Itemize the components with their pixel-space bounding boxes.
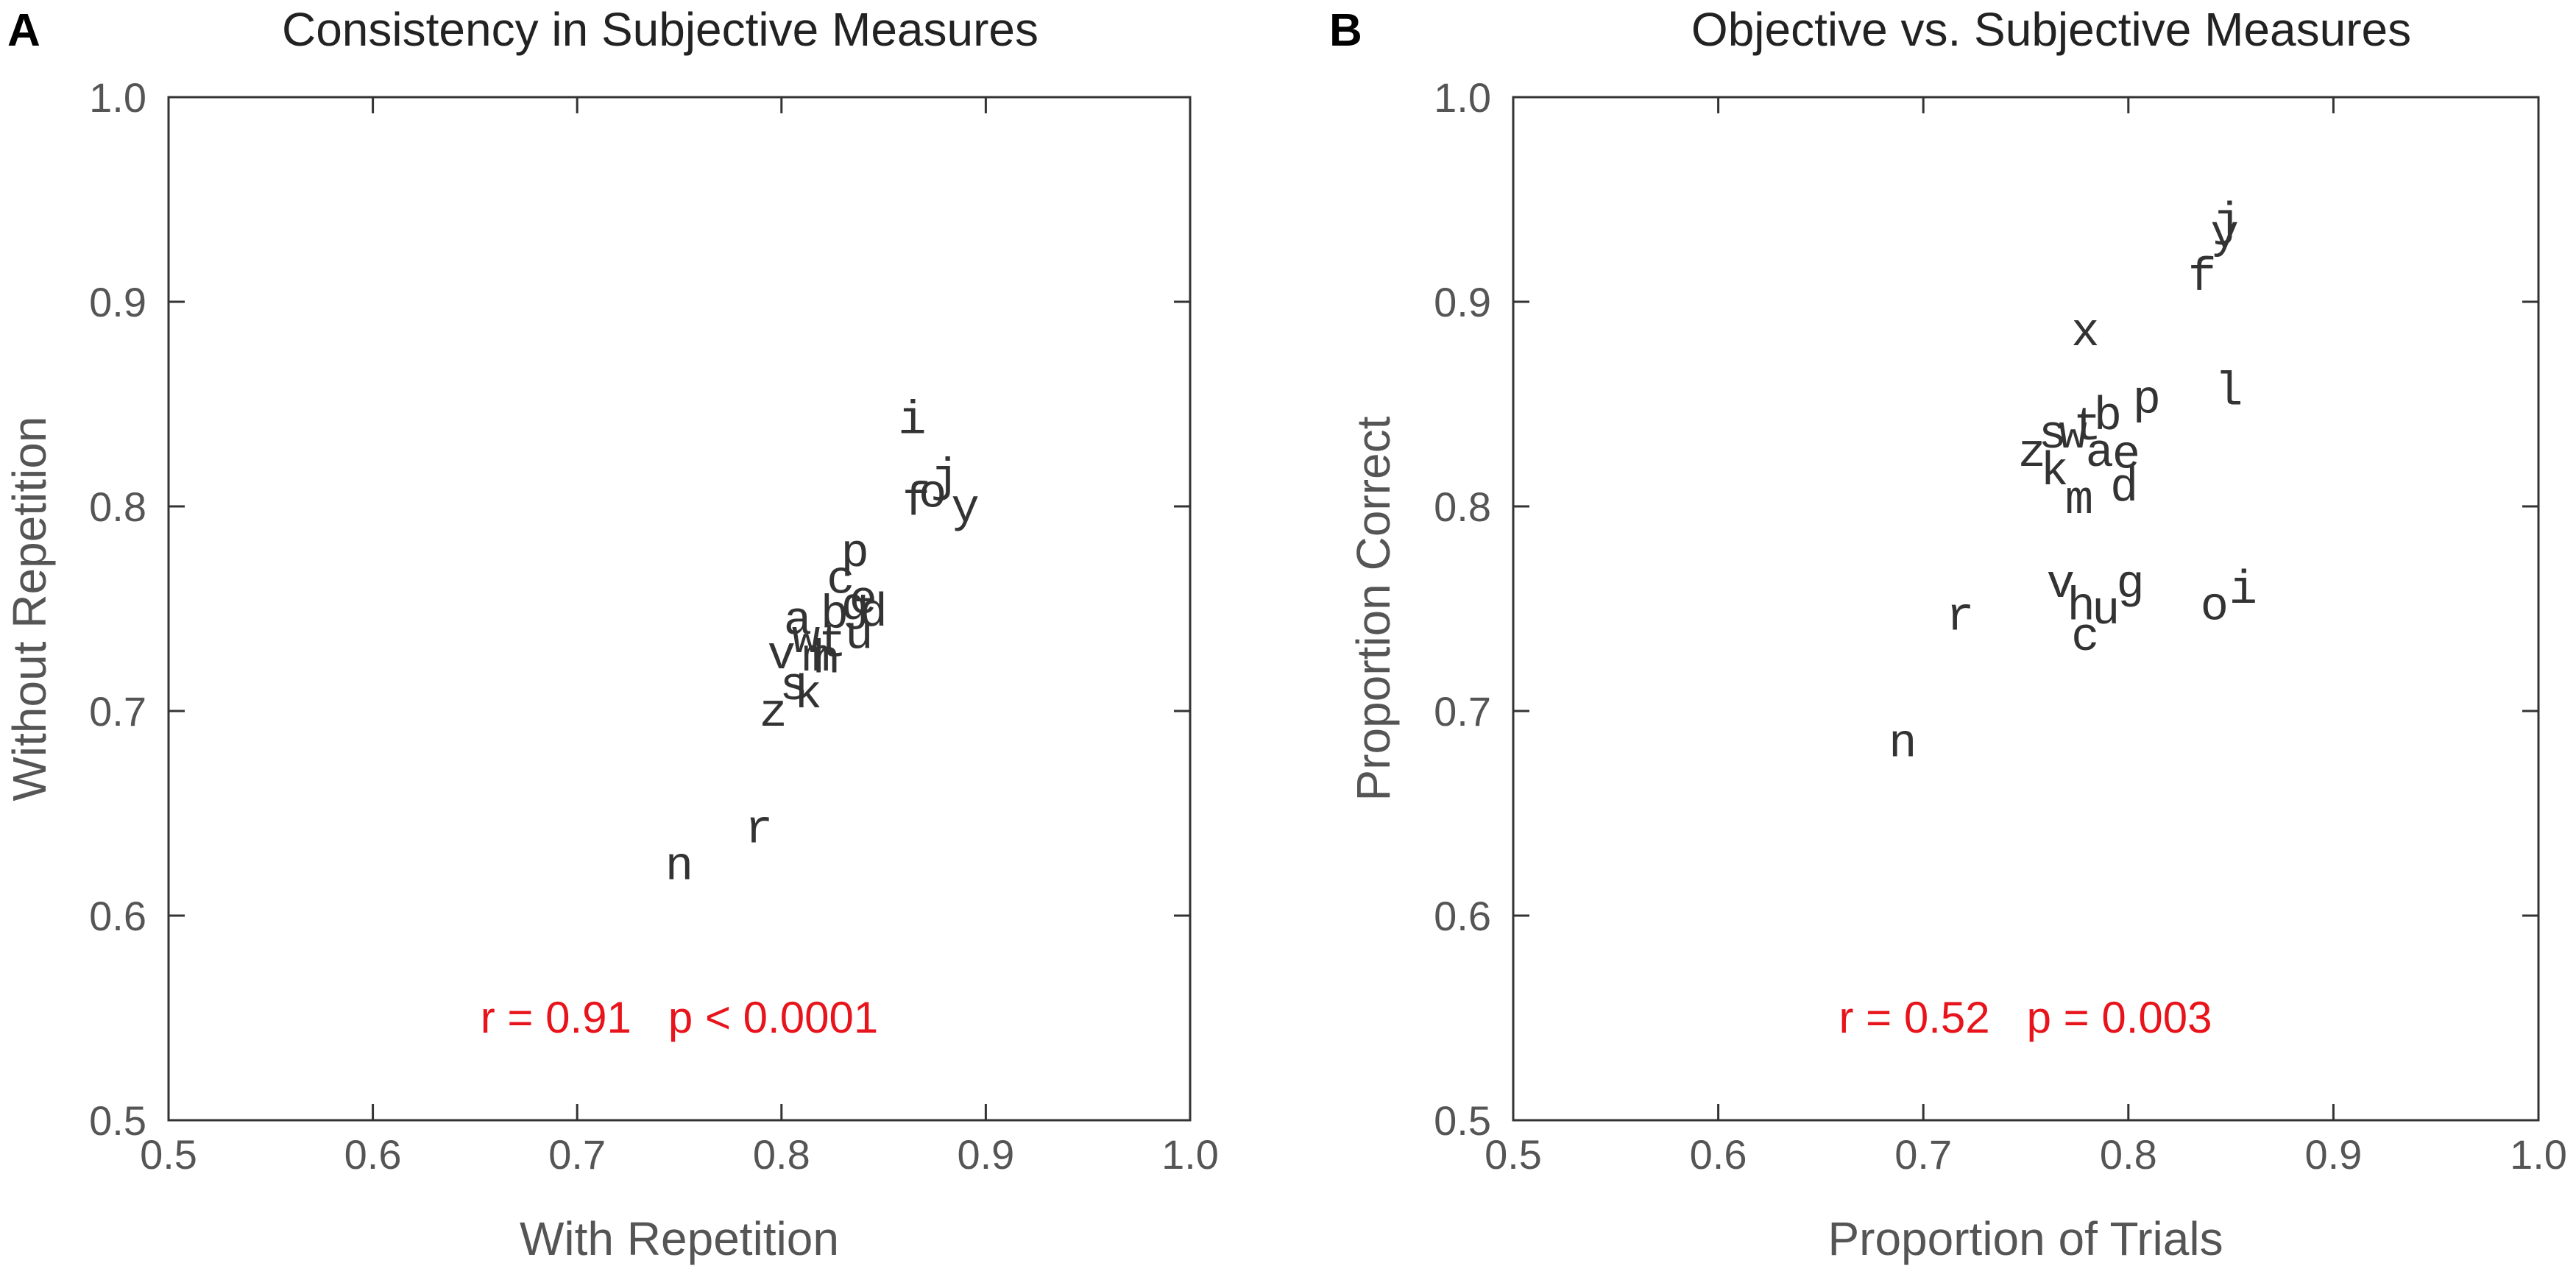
panel-b-y-axis-label: Proportion Correct <box>1347 416 1400 801</box>
panel-b-point-p: p <box>2133 375 2161 428</box>
panel-a-letter: A <box>7 5 40 56</box>
panel-a-point-n: n <box>665 841 693 894</box>
panel-b-point-v: v <box>2047 559 2075 612</box>
panel-b-x-axis-label: Proportion of Trials <box>1827 1212 2223 1265</box>
panel-b-y-tick-label: 0.5 <box>1434 1097 1491 1144</box>
panel-a-point-c: c <box>827 554 854 607</box>
panel-a-point-a: a <box>784 595 812 648</box>
panel-a-ticks <box>167 96 1192 1122</box>
panel-b-point-k: k <box>2040 446 2068 499</box>
panel-b-x-tick-label: 0.8 <box>2100 1131 2157 1178</box>
panel-b-point-s: s <box>2039 409 2067 462</box>
panel-a-point-g: g <box>841 581 869 634</box>
panel-a-x-tick-label: 0.8 <box>753 1131 810 1178</box>
panel-b-point-c: c <box>2071 612 2099 665</box>
panel-a-point-j: j <box>931 452 959 505</box>
panel-a-point-y: y <box>951 483 979 536</box>
panel-a-x-tick-label: 1.0 <box>1161 1131 1219 1178</box>
panel-b-x-tick-label: 1.0 <box>2510 1131 2567 1178</box>
panel-b-point-b: b <box>2094 391 2122 444</box>
panel-a-y-tick-label: 0.9 <box>89 279 146 325</box>
panel-b-point-l: l <box>2215 367 2243 420</box>
panel-b-point-y: y <box>2211 208 2239 261</box>
panel-a-point-u: u <box>845 609 873 662</box>
panel-a-x-tick-label: 0.9 <box>957 1131 1014 1178</box>
panel-b-point-r: r <box>1946 591 1974 644</box>
panel-b-y-tick-label: 0.6 <box>1434 893 1491 939</box>
panel-b-point-d: d <box>2110 462 2138 515</box>
panel-a-point-b: b <box>821 590 849 643</box>
panel-b-y-tick-label: 0.7 <box>1434 688 1491 735</box>
panel-b-y-tick-label: 1.0 <box>1434 74 1491 121</box>
panel-a-point-d: d <box>860 587 888 640</box>
panel-a-point-w: w <box>792 614 820 667</box>
panel-a-point-z: z <box>759 687 787 740</box>
panel-b-point-i: i <box>2229 565 2257 618</box>
panel-a-correlation-annotation: r = 0.91 p < 0.0001 <box>481 993 878 1042</box>
panel-b-point-e: e <box>2112 430 2140 483</box>
panel-a-y-tick-label: 0.6 <box>89 893 146 939</box>
panel-b-point-n: n <box>1889 718 1917 771</box>
panel-b-point-o: o <box>2201 581 2229 634</box>
panel-a-y-tick-label: 1.0 <box>89 74 146 121</box>
panel-b-ticks <box>1512 96 2540 1122</box>
panel-a-y-tick-label: 0.8 <box>89 484 146 530</box>
panel-b-title: Objective vs. Subjective Measures <box>1691 3 2411 56</box>
panel-a-point-h: h <box>813 634 841 687</box>
panel-b-correlation-annotation: r = 0.52 p = 0.003 <box>1839 993 2212 1042</box>
panel-a-y-axis-label: Without Repetition <box>3 417 56 802</box>
panel-b-point-f: f <box>2188 252 2216 305</box>
panel-a-x-axis-label: With Repetition <box>520 1212 839 1265</box>
panel-b-point-h: h <box>2067 581 2095 634</box>
panel-a-point-i: i <box>898 395 926 448</box>
panel-b-point-m: m <box>2065 475 2093 528</box>
panel-a-x-tick-label: 0.7 <box>548 1131 606 1178</box>
panel-b-point-g: g <box>2116 559 2144 612</box>
panel-b-y-tick-labels: 0.5 0.6 0.7 0.8 0.9 1.0 <box>1434 74 1491 1144</box>
panel-b-point-z: z <box>2018 428 2046 481</box>
panel-a-point-e: e <box>849 575 877 628</box>
panel-b-plot-frame <box>1512 96 2540 1122</box>
panel-b-point-a: a <box>2086 428 2114 481</box>
panel-b-point-u: u <box>2092 585 2120 638</box>
panel-b-point-j: j <box>2212 197 2240 250</box>
panel-a-point-v: v <box>768 630 796 683</box>
panel-a-y-tick-label: 0.7 <box>89 688 146 735</box>
panel-a-y-tick-labels: 0.5 0.6 0.7 0.8 0.9 1.0 <box>89 74 146 1144</box>
panel-a-point-f: f <box>902 477 930 530</box>
panel-b-x-tick-label: 0.5 <box>1485 1131 1542 1178</box>
panel-a-title: Consistency in Subjective Measures <box>282 3 1038 56</box>
panel-a-x-tick-label: 0.6 <box>344 1131 402 1178</box>
panel-a-y-tick-label: 0.5 <box>89 1097 146 1144</box>
panel-b-x-tick-labels: 0.5 0.6 0.7 0.8 0.9 1.0 <box>1485 1131 2567 1178</box>
panel-a-point-m: m <box>802 632 830 685</box>
panel-a-point-p: p <box>841 528 869 581</box>
panel-a-point-r: r <box>745 804 773 857</box>
panel-a-point-t: t <box>818 618 846 671</box>
panel-a-x-tick-labels: 0.5 0.6 0.7 0.8 0.9 1.0 <box>140 1131 1219 1178</box>
panel-a: A Consistency in Subjective Measures 0.5… <box>3 3 1219 1265</box>
panel-a-point-k: k <box>794 669 822 722</box>
panel-a-x-tick-label: 0.5 <box>140 1131 197 1178</box>
panel-b-y-tick-label: 0.8 <box>1434 484 1491 530</box>
panel-b-letter: B <box>1329 5 1362 56</box>
panel-b-x-tick-label: 0.6 <box>1690 1131 1747 1178</box>
panel-a-plot-frame <box>167 96 1192 1122</box>
panel-b-x-tick-label: 0.9 <box>2304 1131 2362 1178</box>
panel-b-y-tick-label: 0.9 <box>1434 279 1491 325</box>
panel-a-point-o: o <box>919 469 946 522</box>
panel-b-x-tick-label: 0.7 <box>1894 1131 1952 1178</box>
panel-a-point-s: s <box>779 661 807 714</box>
panel-b: B Objective vs. Subjective Measures 0.5 0… <box>1329 3 2567 1265</box>
panel-b-point-x: x <box>2071 307 2099 360</box>
panel-b-point-w: w <box>2059 409 2087 462</box>
panel-b-point-t: t <box>2073 401 2101 454</box>
